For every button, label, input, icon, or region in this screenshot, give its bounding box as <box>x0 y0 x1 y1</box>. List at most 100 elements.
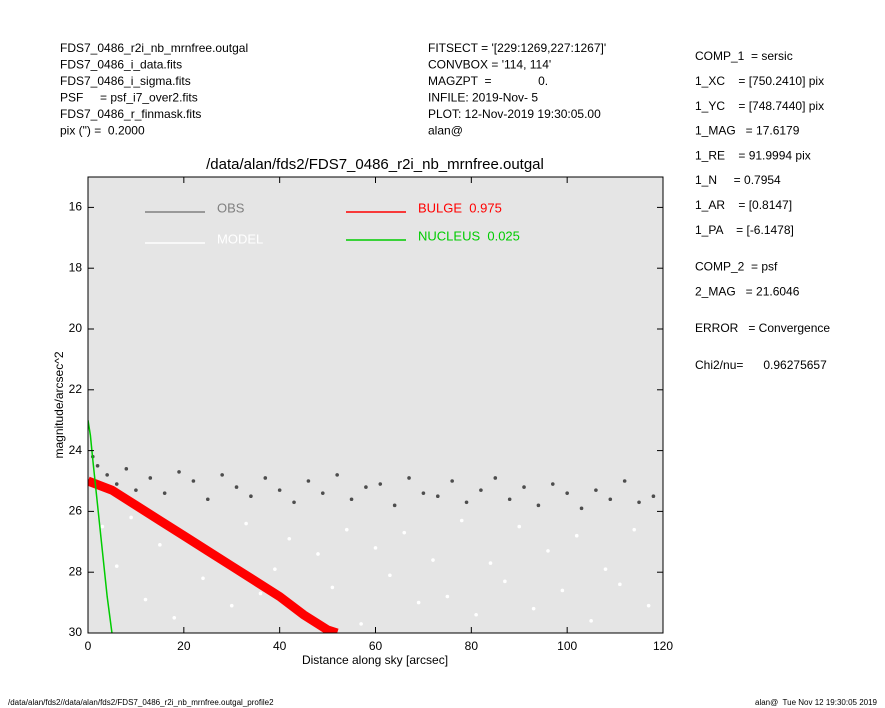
data-point <box>105 473 109 477</box>
data-point <box>373 546 378 550</box>
header-line: FDS7_0486_i_sigma.fits <box>60 74 191 88</box>
param-line: 1_YC = [748.7440] pix <box>695 99 824 113</box>
data-point <box>234 485 239 489</box>
y-tick-label: 22 <box>69 382 83 396</box>
data-point <box>392 503 397 508</box>
data-point <box>574 533 579 538</box>
data-point <box>488 561 493 565</box>
x-tick-label: 80 <box>465 639 479 653</box>
y-tick-label: 30 <box>69 625 83 639</box>
plot-area <box>88 177 663 633</box>
param-line: ERROR = Convergence <box>695 321 830 335</box>
data-point <box>249 494 253 499</box>
x-tick-label: 100 <box>557 639 577 653</box>
data-point <box>589 619 593 623</box>
data-point <box>579 506 584 511</box>
data-point <box>191 479 196 483</box>
data-point <box>536 503 541 508</box>
data-point <box>646 603 651 608</box>
data-point <box>421 491 426 495</box>
model-line <box>88 420 113 633</box>
param-line: COMP_1 = sersic <box>695 49 793 63</box>
legend-label: MODEL <box>217 231 263 246</box>
data-point <box>378 482 383 486</box>
data-point <box>416 600 421 605</box>
param-line: COMP_2 = psf <box>695 260 778 274</box>
header-line: alan@ <box>428 124 463 138</box>
data-point <box>143 597 148 602</box>
y-axis-label: magnitude/arcsec^2 <box>52 351 66 458</box>
data-point <box>320 491 325 495</box>
header-line: FDS7_0486_r_finmask.fits <box>60 107 201 121</box>
param-line: 1_AR = [0.8147] <box>695 198 792 212</box>
data-point <box>134 488 138 492</box>
param-line: 1_RE = 91.9994 pix <box>695 148 811 162</box>
y-tick-label: 20 <box>69 321 83 335</box>
data-point <box>316 552 320 556</box>
data-point <box>335 473 339 477</box>
data-point <box>306 479 311 483</box>
legend-label: NUCLEUS 0.025 <box>418 228 520 243</box>
data-point <box>359 622 363 626</box>
header-line: PLOT: 12-Nov-2019 19:30:05.00 <box>428 107 601 121</box>
x-tick-label: 0 <box>85 639 92 653</box>
data-point <box>637 500 641 505</box>
param-line: 1_PA = [-6.1478] <box>695 223 794 237</box>
footer-right: alan@ Tue Nov 12 19:30:05 2019 <box>755 698 878 707</box>
data-point <box>114 564 119 568</box>
header-line: PSF = psf_i7_over2.fits <box>60 91 198 105</box>
data-point <box>124 467 129 471</box>
data-point <box>603 567 608 571</box>
data-point <box>158 543 162 547</box>
data-point <box>531 606 536 611</box>
data-point <box>517 524 522 529</box>
param-line: 1_XC = [750.2410] pix <box>695 74 824 88</box>
data-point <box>330 585 335 590</box>
data-point <box>287 536 292 541</box>
y-tick-label: 24 <box>69 443 83 457</box>
data-point <box>459 518 464 523</box>
data-point <box>172 616 177 620</box>
data-point <box>450 479 454 483</box>
x-tick-label: 40 <box>273 639 287 653</box>
data-point <box>618 582 622 587</box>
data-point <box>560 588 565 593</box>
y-tick-label: 26 <box>69 504 83 518</box>
y-tick-label: 18 <box>69 260 83 274</box>
data-point <box>114 482 119 486</box>
data-point <box>622 479 627 483</box>
data-point <box>550 482 555 486</box>
data-point <box>244 521 248 526</box>
header-line: MAGZPT = 0. <box>428 74 548 88</box>
data-point <box>608 497 613 502</box>
chart-title: /data/alan/fds2/FDS7_0486_r2i_nb_mrnfree… <box>206 156 544 173</box>
data-point <box>229 603 234 608</box>
x-tick-label: 120 <box>653 639 673 653</box>
data-point <box>407 476 411 480</box>
header-line: INFILE: 2019-Nov- 5 <box>428 91 538 105</box>
param-line: 1_N = 0.7954 <box>695 173 781 187</box>
data-point <box>503 579 507 584</box>
x-tick-label: 20 <box>177 639 191 653</box>
header-line: FDS7_0486_i_data.fits <box>60 58 182 72</box>
x-tick-label: 60 <box>369 639 383 653</box>
data-point <box>344 527 349 532</box>
data-point <box>435 494 440 499</box>
bulge-band <box>88 476 339 633</box>
data-point <box>507 497 512 502</box>
param-line: 2_MAG = 21.6046 <box>695 284 800 298</box>
data-point <box>273 567 277 571</box>
data-point <box>632 527 637 532</box>
data-point <box>522 485 526 489</box>
legend-label: BULGE 0.975 <box>418 200 502 215</box>
y-tick-label: 16 <box>69 200 83 214</box>
param-line: 1_MAG = 17.6179 <box>695 124 800 138</box>
x-axis-label: Distance along sky [arcsec] <box>302 653 448 667</box>
data-point <box>364 485 368 489</box>
header-line: FITSECT = '[229:1269,227:1267]' <box>428 41 606 55</box>
data-point <box>349 497 354 502</box>
data-point <box>162 491 167 495</box>
data-point <box>445 594 450 599</box>
data-point <box>95 464 100 468</box>
